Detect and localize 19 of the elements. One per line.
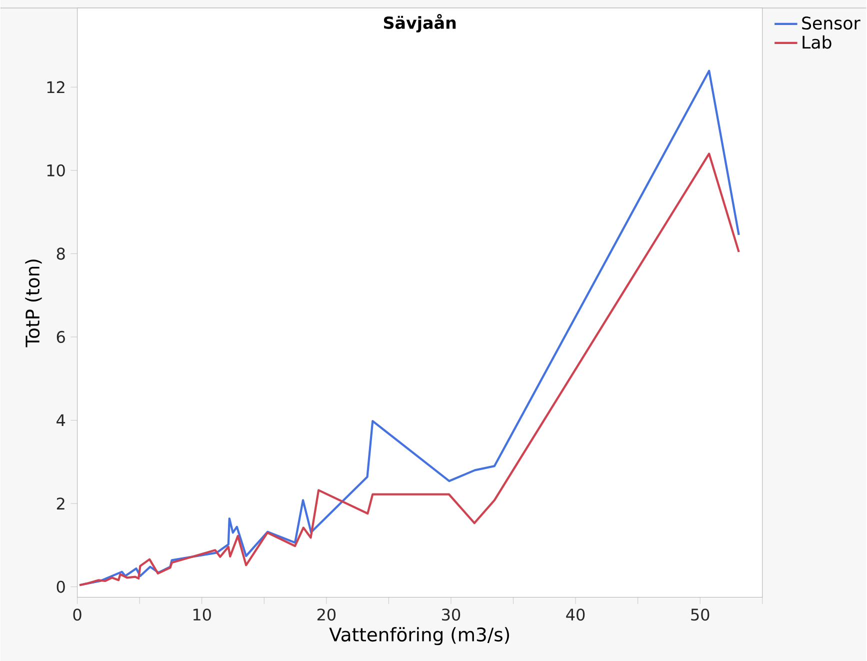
x-tick-label: 40 bbox=[566, 608, 585, 621]
y-tick-label: 2 bbox=[56, 498, 64, 510]
legend-label: Lab bbox=[802, 35, 832, 49]
y-tick-label: 10 bbox=[47, 164, 65, 176]
y-axis-title: TotP (ton) bbox=[25, 260, 42, 348]
x-axis-title: Vattenföring (m3/s) bbox=[329, 627, 510, 646]
x-tick-label: 10 bbox=[193, 608, 211, 621]
x-tick-label: 20 bbox=[317, 608, 336, 621]
line-series bbox=[78, 152, 740, 586]
y-tick-label: 8 bbox=[56, 248, 65, 260]
y-tick-label: 0 bbox=[56, 580, 65, 593]
x-tick-label: 0 bbox=[73, 608, 82, 621]
legend-label: Sensor bbox=[802, 16, 860, 30]
x-tick-label: 50 bbox=[691, 608, 710, 621]
x-tick-label: 30 bbox=[442, 608, 460, 621]
y-tick-label: 12 bbox=[47, 81, 64, 93]
y-tick-label: 4 bbox=[56, 414, 66, 426]
chart-title: Sävjaån bbox=[384, 14, 456, 32]
y-tick-label: 6 bbox=[56, 330, 65, 343]
